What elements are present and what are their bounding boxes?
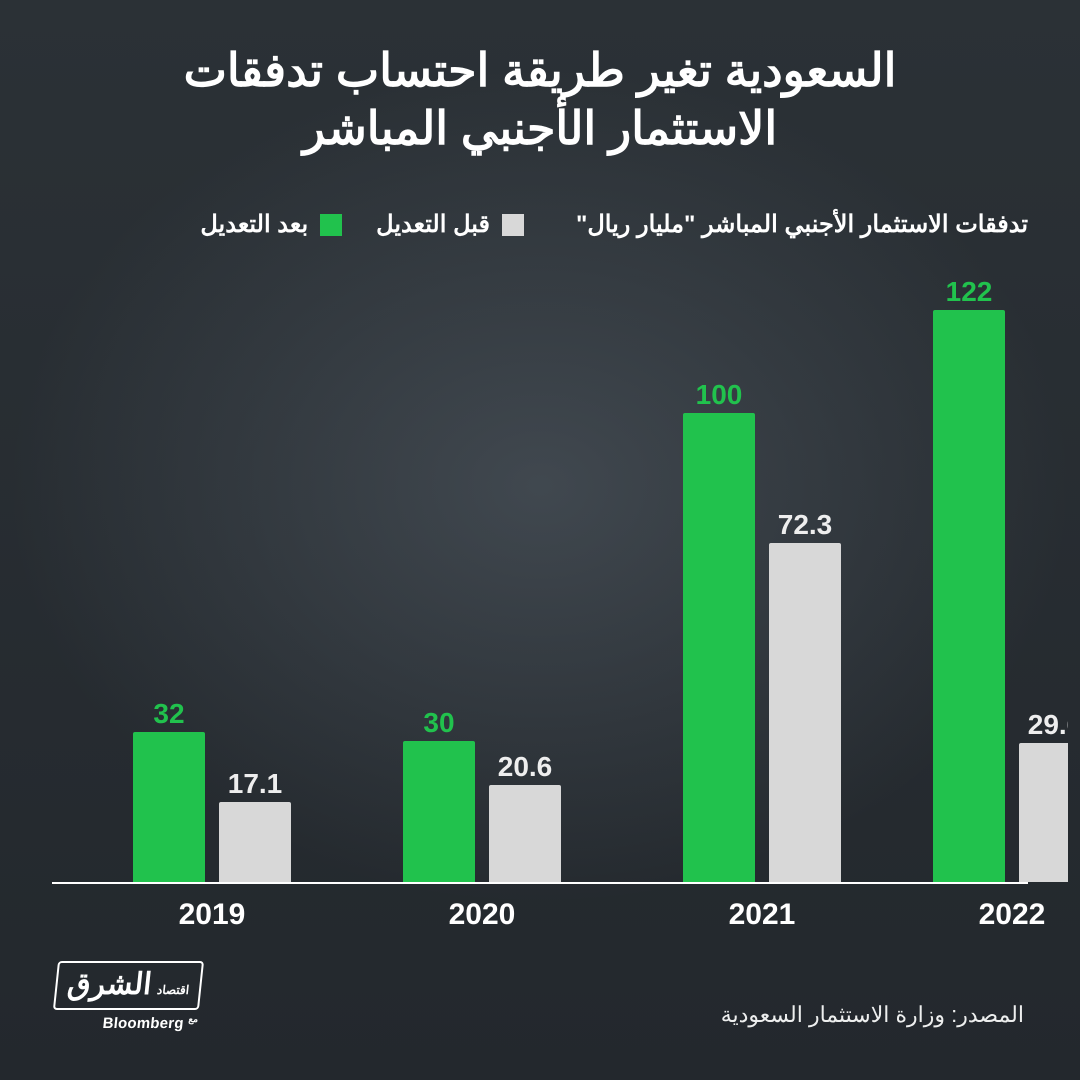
chart-area: 17.13220.63072.310029.6122 2019202020212… — [52, 272, 1028, 882]
bar-group: 20.630 — [403, 741, 561, 882]
x-label: 2022 — [979, 898, 1046, 932]
bar-value: 122 — [946, 276, 993, 308]
bar-value: 30 — [423, 707, 454, 739]
bar-group: 29.6 122 — [933, 310, 1068, 882]
chart-title: السعودية تغير طريقة احتساب تدفقات الاستث… — [52, 42, 1028, 157]
legend-swatch-after — [320, 214, 342, 236]
bar-after: 30 — [403, 741, 475, 882]
source-text: المصدر: وزارة الاستثمار السعودية — [721, 1002, 1024, 1028]
bar-after: 32 — [133, 732, 205, 882]
bar-group: 17.132 — [133, 732, 291, 882]
bar-before: 72.3 — [769, 543, 841, 882]
bar-before: 20.6 — [489, 785, 561, 882]
x-label: 2021 — [729, 898, 796, 932]
x-label: 2020 — [449, 898, 516, 932]
bar-value: 17.1 — [228, 768, 283, 800]
legend-swatch-before — [502, 214, 524, 236]
legend: تدفقات الاستثمار الأجنبي المباشر "مليار … — [52, 210, 1028, 239]
bar-group: 72.3100 — [683, 413, 841, 882]
legend-item-after: بعد التعديل — [200, 210, 342, 239]
brand-partner: Bloomberg مع — [96, 1014, 199, 1032]
x-label: 2019 — [179, 898, 246, 932]
bar-value: 32 — [153, 698, 184, 730]
legend-item-before: قبل التعديل — [376, 210, 524, 239]
bar-before: 17.1 — [219, 802, 291, 882]
bar-after: 100 — [683, 413, 755, 882]
bar-value: 29.6 — [1028, 709, 1068, 741]
title-line-2: الاستثمار الأجنبي المباشر — [52, 100, 1028, 158]
brand-box: اقتصاد الشرق — [53, 961, 204, 1010]
legend-label-after: بعد التعديل — [200, 210, 308, 239]
brand-main: الشرق — [66, 967, 154, 1002]
bar-before: 29.6 — [1019, 743, 1068, 882]
brand-badge: اقتصاد الشرق Bloomberg مع — [35, 953, 219, 1046]
bar-after: 122 — [933, 310, 1005, 882]
title-line-1: السعودية تغير طريقة احتساب تدفقات — [52, 42, 1028, 100]
legend-unit: تدفقات الاستثمار الأجنبي المباشر "مليار … — [576, 210, 1028, 239]
bar-value: 72.3 — [778, 509, 833, 541]
legend-label-before: قبل التعديل — [376, 210, 490, 239]
bar-value: 100 — [696, 379, 743, 411]
plot: 17.13220.63072.310029.6122 — [52, 272, 1028, 884]
brand-sub: اقتصاد — [156, 983, 190, 997]
bar-value: 20.6 — [498, 751, 553, 783]
frame: السعودية تغير طريقة احتساب تدفقات الاستث… — [12, 12, 1068, 1068]
